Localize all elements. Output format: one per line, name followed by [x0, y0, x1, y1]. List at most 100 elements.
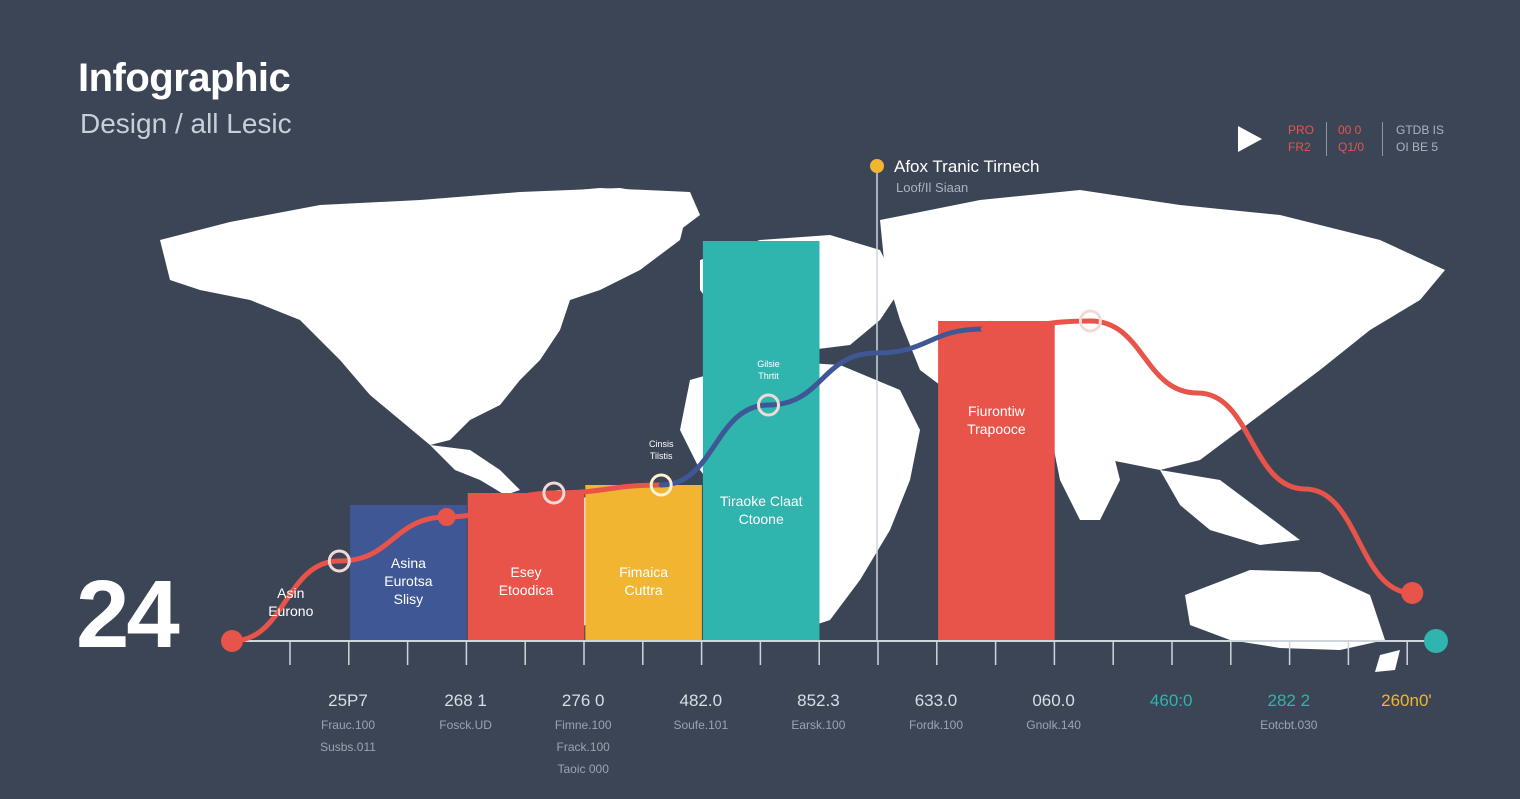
map-north-america	[160, 188, 690, 445]
legend-col-3-line-1: GTDB IS	[1396, 123, 1445, 137]
tick-value: 482.0	[679, 691, 723, 710]
legend-col-1-line-1: PRO	[1288, 123, 1315, 137]
callout-subtitle: Loof/Il Siaan	[896, 180, 969, 195]
big-number: 24	[76, 561, 180, 668]
trend-curve-segment	[551, 482, 664, 496]
tick-subtext: Fordk.100	[908, 718, 964, 732]
curve-point-label: Cinsis	[649, 439, 674, 449]
tick-label-1: 25P7 Frauc.100 Susbs.011	[293, 688, 403, 758]
tick-subtext: Taoic 000	[557, 762, 609, 776]
tick-value: 282 2	[1267, 691, 1311, 710]
map-southeast-asia	[1160, 470, 1300, 545]
tick-label-4: 482.0 Soufe.101	[646, 688, 756, 736]
tick-subtext: Frack.100	[556, 740, 610, 754]
map-central-america	[430, 445, 520, 495]
callout-title: Afox Tranic Tirnech	[894, 157, 1040, 176]
bar-label-2: Eurotsa	[384, 573, 432, 589]
bar-label-5: Ctoone	[739, 511, 784, 527]
bar-label-2: Asina	[391, 555, 426, 571]
page-title: Infographic	[78, 56, 291, 100]
tick-value: 060.0	[1032, 691, 1075, 710]
tick-value: 633.0	[914, 691, 958, 710]
bars-layer	[350, 241, 1055, 641]
tick-label-6: 633.0 Fordk.100	[881, 688, 991, 736]
tick-subtext: Fosck.UD	[439, 718, 492, 732]
tick-subtext: Gnolk.140	[1026, 718, 1081, 732]
curve-point	[542, 481, 566, 505]
legend-col-1: PRO FR2	[1288, 122, 1314, 156]
bar-labels-layer: Asin Eurono Asina Eurotsa Slisy Esey Etoodica F…	[268, 403, 1026, 619]
tick-label-3: 276 0 Fimne.100 Frack.100 Taoic 000	[528, 688, 638, 780]
bar-label-1: Eurono	[268, 603, 313, 619]
bar-label-5: Tiraoke Claat	[720, 493, 803, 509]
curve-point	[757, 393, 780, 417]
trend-curve-segment	[444, 490, 557, 520]
map-india	[1050, 430, 1120, 520]
tick-value: 460:0	[1149, 691, 1193, 710]
trend-curve-segment	[873, 326, 986, 356]
tick-subtext: Earsk.100	[791, 718, 846, 732]
tick-label-7: 060.0 Gnolk.140	[999, 688, 1109, 736]
curve-point	[649, 473, 673, 497]
legend-col-2-line-2: Q1/0	[1338, 140, 1365, 154]
tick-subtext: Fimne.100	[554, 718, 612, 732]
x-axis-ticks	[289, 641, 1408, 665]
legend-col-2: 00 0 Q1/0	[1338, 122, 1364, 156]
trend-curve-segment	[1302, 486, 1415, 596]
tick-value: 276 0	[561, 691, 605, 710]
tick-subtext: Frauc.100	[320, 718, 376, 732]
map-greenland	[520, 188, 700, 255]
baseline-end-dot	[1424, 629, 1448, 653]
legend-col-3-line-2: OI BE 5	[1396, 140, 1439, 154]
bar-label-3: Etoodica	[499, 582, 554, 598]
trend-curve-segment	[1087, 318, 1201, 396]
tick-value: 852.3	[797, 691, 840, 710]
tick-subtext: Soufe.101	[673, 718, 729, 732]
bar-label-4: Cuttra	[625, 582, 663, 598]
trend-curve-layer: Cinsis Tilstis Gilsie Thrtit Cirinia Siaatse	[221, 275, 1448, 653]
tick-value: 25P7	[328, 691, 368, 710]
curve-point-label: Cirinia	[1078, 275, 1104, 285]
tick-label-9: 282 2 Eotcbt.030	[1234, 688, 1344, 736]
legend-col-1-line-2: FR2	[1288, 140, 1311, 154]
bar-4	[585, 485, 702, 641]
trend-curve-segment	[980, 318, 1093, 332]
trend-curve-segment	[766, 350, 879, 408]
curve-end-point	[1401, 582, 1424, 604]
curve-point	[1078, 309, 1102, 333]
bar-label-7: Trapooce	[967, 421, 1026, 437]
legend-separator	[1326, 122, 1327, 156]
map-new-zealand	[1375, 650, 1400, 672]
legend-col-2-line-1: 00 0	[1338, 123, 1362, 137]
bar-3	[467, 493, 585, 641]
curve-point	[437, 508, 456, 526]
bar-label-3: Esey	[510, 564, 541, 580]
curve-point-label: Tilstis	[650, 451, 673, 461]
tick-value: 268 1	[444, 691, 487, 710]
bar-5	[702, 241, 820, 641]
curve-point-label: Thrtit	[758, 371, 779, 381]
tick-label-10: 260n0'	[1351, 688, 1461, 714]
curve-point	[327, 549, 351, 573]
legend: PRO FR2 00 0 Q1/0 GTDB IS OI BE 5	[1238, 120, 1458, 160]
curve-start-point	[221, 630, 243, 652]
trend-curve-segment	[1195, 390, 1308, 492]
legend-col-3: GTDB IS OI BE 5	[1396, 122, 1444, 156]
bar-7	[938, 321, 1055, 641]
tick-label-8: 460:0	[1116, 688, 1226, 714]
callout-dot	[870, 159, 884, 173]
play-icon[interactable]	[1238, 126, 1262, 152]
tick-label-2: 268 1 Fosck.UD	[411, 688, 521, 736]
bar-label-1: Asin	[277, 585, 304, 601]
tick-value: 260n0'	[1381, 691, 1432, 710]
trend-curve-segment	[336, 514, 450, 564]
curve-point-label: Siaatse	[1075, 287, 1105, 297]
tick-label-5: 852.3 Earsk.100	[763, 688, 873, 736]
map-australia	[1185, 570, 1385, 650]
bar-label-4: Fimaica	[619, 564, 668, 580]
bar-label-7: Fiurontiw	[968, 403, 1026, 419]
curve-point-label: Gilsie	[757, 359, 780, 369]
bar-label-2: Slisy	[394, 591, 424, 607]
